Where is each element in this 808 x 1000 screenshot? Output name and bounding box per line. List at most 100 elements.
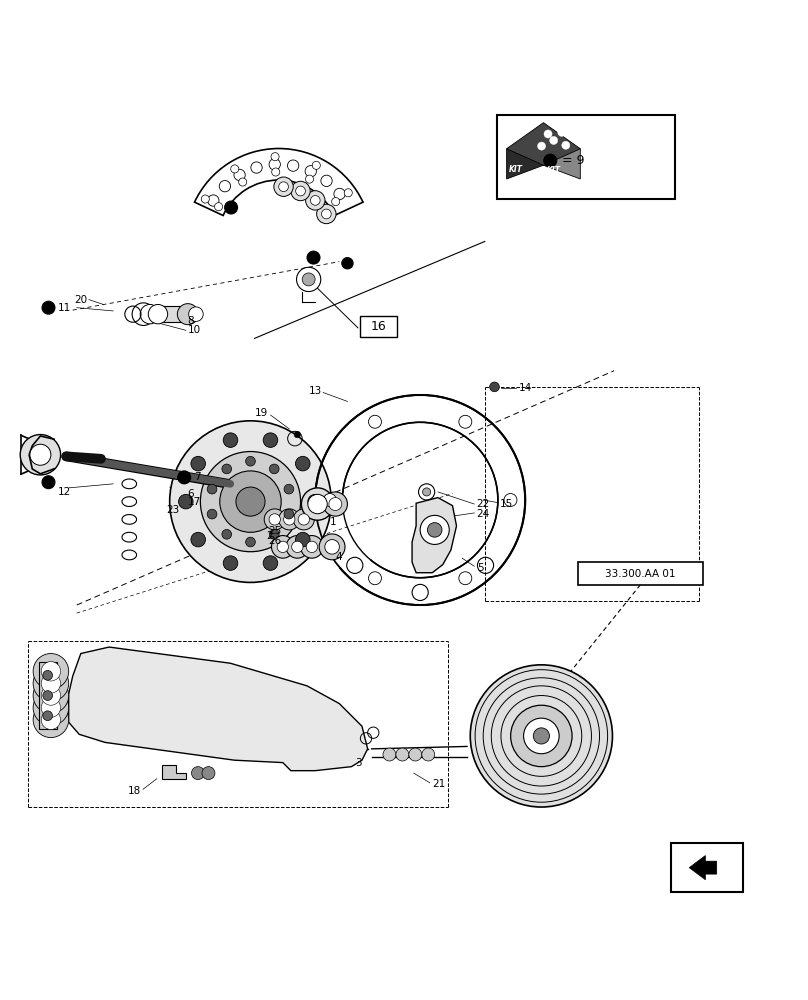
Circle shape	[43, 711, 53, 721]
Circle shape	[189, 307, 204, 321]
Circle shape	[223, 556, 238, 570]
Circle shape	[409, 748, 422, 761]
Circle shape	[368, 572, 381, 585]
Text: 1: 1	[330, 517, 336, 527]
Circle shape	[383, 748, 396, 761]
Circle shape	[41, 710, 61, 729]
Circle shape	[269, 464, 279, 474]
Text: KIT: KIT	[546, 166, 561, 175]
Circle shape	[271, 536, 294, 558]
Circle shape	[322, 209, 331, 219]
Circle shape	[325, 540, 339, 554]
Circle shape	[43, 691, 53, 700]
Bar	[360, 316, 397, 337]
Circle shape	[490, 382, 499, 392]
Text: 6: 6	[187, 489, 194, 499]
Circle shape	[317, 204, 336, 224]
Circle shape	[207, 509, 217, 519]
Circle shape	[30, 444, 51, 465]
Circle shape	[43, 670, 53, 680]
Circle shape	[344, 189, 352, 197]
Text: 26: 26	[268, 536, 281, 546]
Text: 2: 2	[267, 531, 273, 541]
Text: 4: 4	[335, 552, 342, 562]
Text: 13: 13	[309, 386, 322, 396]
Circle shape	[296, 456, 310, 471]
Text: 33.300.AA 01: 33.300.AA 01	[605, 569, 675, 579]
Circle shape	[277, 541, 288, 553]
Circle shape	[202, 767, 215, 780]
Circle shape	[191, 767, 204, 780]
Circle shape	[41, 686, 61, 705]
Polygon shape	[544, 135, 580, 179]
Bar	[578, 562, 703, 585]
Circle shape	[263, 556, 278, 570]
Circle shape	[279, 182, 288, 192]
Circle shape	[323, 494, 336, 506]
Circle shape	[191, 456, 205, 471]
Text: 17: 17	[187, 497, 200, 507]
Text: 22: 22	[477, 499, 490, 509]
Circle shape	[544, 154, 557, 167]
Text: KIT: KIT	[509, 165, 523, 174]
Circle shape	[141, 304, 159, 324]
Bar	[148, 306, 192, 322]
Circle shape	[33, 690, 69, 725]
Circle shape	[200, 452, 301, 552]
Text: 21: 21	[432, 779, 445, 789]
Circle shape	[207, 484, 217, 494]
Text: 7: 7	[194, 472, 200, 482]
Circle shape	[191, 532, 205, 547]
Circle shape	[329, 498, 342, 511]
Text: 10: 10	[187, 325, 200, 335]
Circle shape	[231, 165, 239, 173]
Circle shape	[279, 509, 300, 530]
Circle shape	[293, 509, 314, 530]
Circle shape	[305, 191, 325, 210]
Circle shape	[308, 494, 322, 509]
Circle shape	[284, 484, 294, 494]
Circle shape	[288, 160, 299, 171]
Circle shape	[269, 514, 280, 525]
Circle shape	[307, 251, 320, 264]
Text: 11: 11	[58, 303, 71, 313]
Circle shape	[201, 195, 209, 203]
Circle shape	[41, 662, 61, 681]
Text: 3: 3	[356, 758, 362, 768]
Circle shape	[178, 471, 191, 484]
Circle shape	[305, 175, 314, 183]
Polygon shape	[689, 856, 717, 880]
Text: 12: 12	[58, 487, 71, 497]
Circle shape	[170, 421, 331, 582]
Circle shape	[323, 492, 347, 516]
Circle shape	[274, 177, 293, 196]
Circle shape	[269, 159, 280, 170]
Circle shape	[41, 698, 61, 717]
Circle shape	[219, 181, 230, 192]
Circle shape	[33, 654, 69, 689]
Circle shape	[368, 415, 381, 428]
Circle shape	[284, 514, 295, 525]
Circle shape	[271, 168, 280, 176]
Circle shape	[298, 514, 309, 525]
Circle shape	[179, 494, 193, 509]
Circle shape	[470, 665, 612, 807]
Circle shape	[562, 141, 570, 149]
Circle shape	[558, 128, 566, 136]
Circle shape	[321, 175, 332, 186]
Circle shape	[284, 509, 294, 519]
Polygon shape	[507, 135, 544, 179]
Circle shape	[291, 181, 310, 201]
Circle shape	[297, 267, 321, 292]
Bar	[39, 662, 57, 729]
Circle shape	[286, 536, 309, 558]
Text: 18: 18	[128, 786, 141, 796]
Circle shape	[334, 188, 345, 200]
Circle shape	[238, 178, 246, 186]
Circle shape	[271, 153, 279, 161]
Circle shape	[306, 541, 318, 553]
Circle shape	[312, 161, 320, 169]
Circle shape	[511, 705, 572, 767]
Polygon shape	[412, 498, 457, 573]
Text: 15: 15	[499, 499, 512, 509]
